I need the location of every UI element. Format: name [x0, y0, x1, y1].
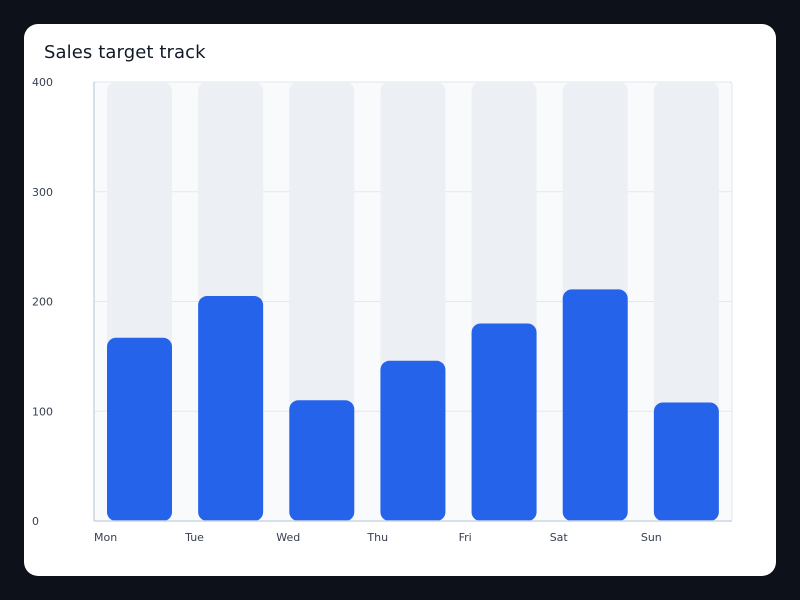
y-tick-label: 0	[32, 515, 39, 528]
chart-title: Sales target track	[44, 42, 206, 63]
y-tick-label: 300	[32, 186, 53, 199]
x-tick-label: Wed	[276, 531, 300, 544]
bar-sun[interactable]	[653, 402, 719, 521]
bar-chart: 0 100 200 300 400 Mon Tue Wed Thu Fri Sat Sun	[32, 76, 733, 544]
x-tick-label: Sat	[550, 531, 569, 544]
bar-thu[interactable]	[380, 360, 446, 521]
bar-fri[interactable]	[471, 323, 537, 521]
x-tick-label: Sun	[641, 531, 662, 544]
x-tick-label: Tue	[184, 531, 204, 544]
y-tick-label: 200	[32, 296, 53, 309]
x-tick-label: Thu	[366, 531, 388, 544]
y-tick-label: 400	[32, 76, 53, 89]
bar-mon[interactable]	[107, 337, 172, 521]
x-tick-label: Mon	[94, 531, 117, 544]
bar-sat[interactable]	[562, 289, 628, 521]
bar-tue[interactable]	[198, 296, 264, 521]
x-tick-label: Fri	[459, 531, 472, 544]
y-tick-label: 100	[32, 405, 53, 418]
chart-card: Sales target track 0 100 200 300 400 Mon Tue We…	[24, 24, 776, 576]
bar-wed[interactable]	[289, 400, 355, 521]
